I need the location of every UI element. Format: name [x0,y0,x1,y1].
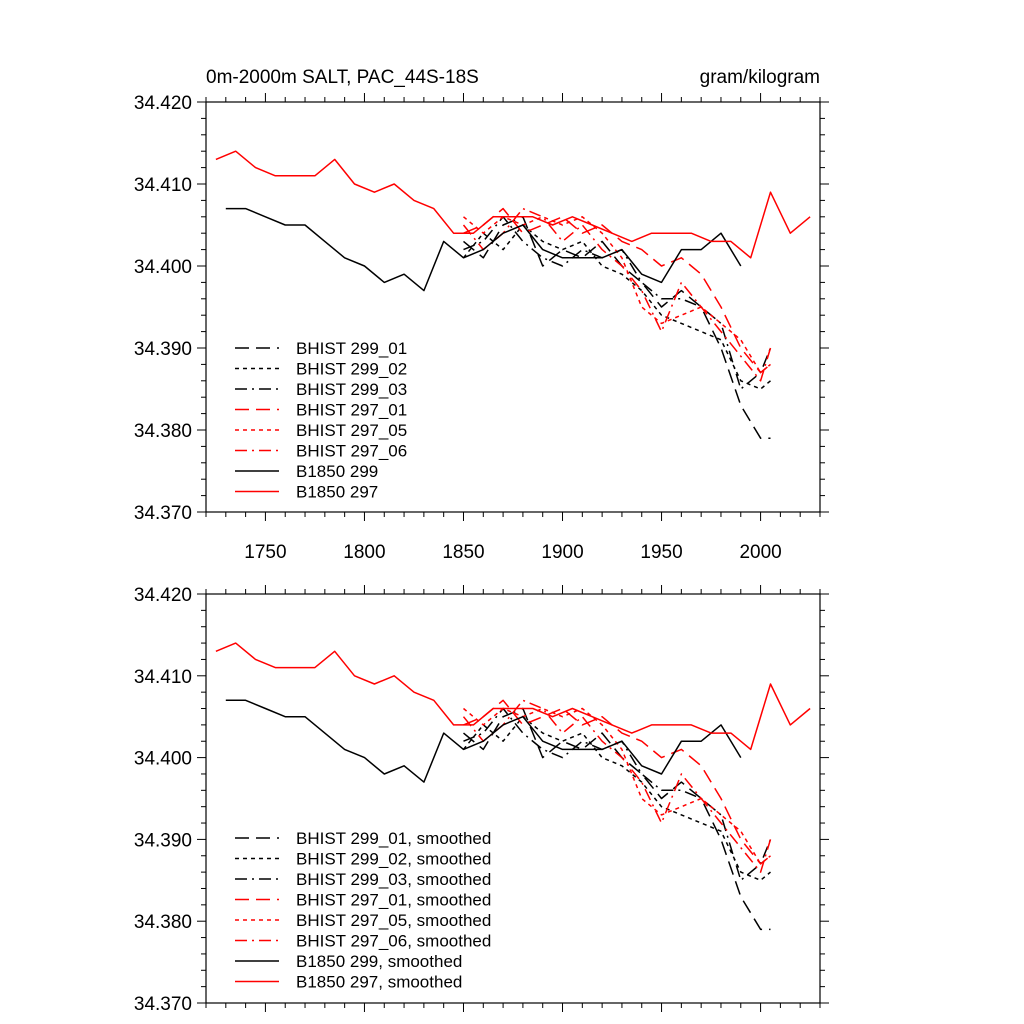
y-tick-label: 34.390 [134,830,192,851]
series-group [215,150,811,439]
legend-label: BHIST 297_06, smoothed [296,932,491,951]
legend-label: B1850 299 [296,462,378,481]
panel-1: 1750 1800 1850 1900 1950 2000 34.370 34.380 34.3… [134,67,829,563]
y-tick-label: 34.410 [134,667,192,688]
plot-frame [205,101,821,513]
legend-label: B1850 299, smoothed [296,952,462,971]
x-tick-label: 1750 [244,542,286,563]
panel-2: 34.370 34.380 34.390 34.400 34.410 34.420 BHIS… [134,585,829,1015]
legend-label: B1850 297, smoothed [296,973,462,992]
x-tick-label: 1950 [640,542,682,563]
series-line-b1850-299-smoothed [225,699,742,783]
series-line-bhist-297-01 [463,207,771,374]
x-tick-label: 1850 [442,542,484,563]
legend-label: BHIST 297_05 [296,421,407,440]
y-tick-label: 34.370 [134,994,192,1015]
legend-label: BHIST 299_02, smoothed [296,850,491,869]
series-line-b1850-299 [225,207,742,292]
series-line-b1850-297 [215,150,811,259]
y-tick-label: 34.400 [134,257,192,278]
y-tick-label: 34.380 [134,912,192,933]
series-line-bhist-297-01-smoothed [463,699,771,865]
series-line-b1850-297-smoothed [215,642,811,751]
x-tick-label: 1800 [343,542,385,563]
y-tick-label: 34.390 [134,339,192,360]
legend-label: BHIST 297_01 [296,401,407,420]
legend-label: BHIST 297_05, smoothed [296,911,491,930]
legend-label: BHIST 299_01, smoothed [296,829,491,848]
chart-title: 0m-2000m SALT, PAC_44S-18S [206,67,479,88]
y-tick-label: 34.410 [134,175,192,196]
x-tick-label: 1900 [541,542,583,563]
series-line-bhist-297-05-smoothed [463,707,771,865]
series-line-bhist-297-05 [463,216,771,374]
y-tick-label: 34.420 [134,93,192,114]
series-line-bhist-299-02-smoothed [462,715,771,882]
series-group [215,642,811,931]
y-tick-label: 34.370 [134,503,192,524]
legend-label: BHIST 299_03, smoothed [296,870,491,889]
y-tick-label: 34.420 [134,585,192,606]
legend-label: B1850 297 [296,483,378,502]
legend-label: BHIST 299_01 [296,339,407,358]
y-tick-label: 34.400 [134,749,192,770]
legend-label: BHIST 297_01, smoothed [296,891,491,910]
series-line-bhist-299-02 [462,224,771,390]
legend-label: BHIST 297_06 [296,442,407,461]
units-label: gram/kilogram [700,67,820,88]
legend-label: BHIST 299_03 [296,380,407,399]
y-tick-label: 34.380 [134,421,192,442]
legend-label: BHIST 299_02 [296,360,407,379]
x-tick-label: 2000 [739,542,781,563]
plot-frame [205,593,821,1004]
